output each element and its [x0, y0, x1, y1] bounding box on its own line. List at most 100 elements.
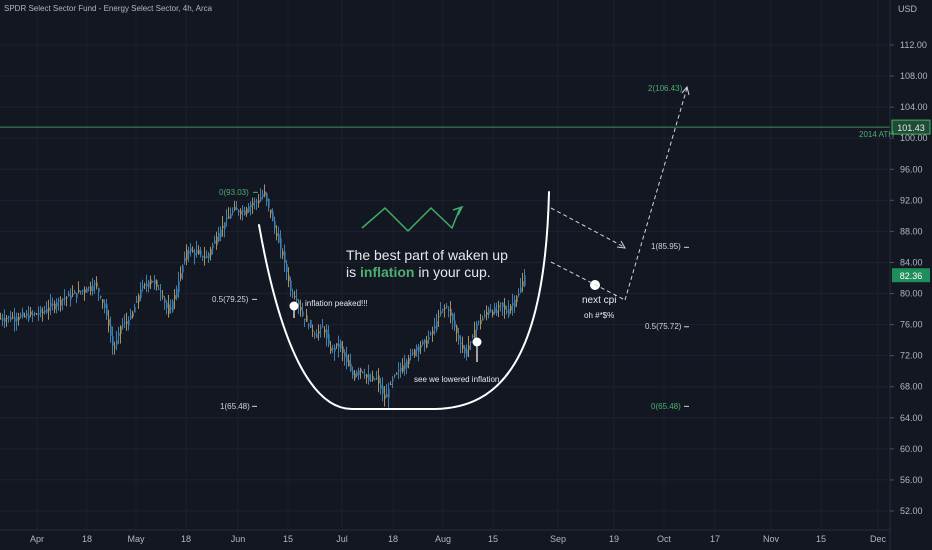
price-bar	[310, 319, 312, 328]
price-bar	[60, 296, 62, 312]
price-bar	[344, 349, 346, 366]
price-bar	[26, 309, 28, 320]
price-bar	[464, 344, 466, 358]
headline-line-1: The best part of waken up	[346, 247, 508, 263]
price-bar	[258, 194, 260, 208]
projection-arrowhead-rally	[681, 85, 690, 96]
price-bar	[166, 300, 168, 315]
price-bar	[82, 289, 84, 295]
price-bar	[348, 354, 350, 367]
price-bar	[76, 292, 78, 304]
price-bar	[412, 349, 414, 356]
price-bar	[106, 298, 108, 320]
price-bar	[294, 290, 296, 300]
price-bar	[44, 305, 46, 315]
price-bar	[472, 333, 474, 339]
price-bars	[0, 184, 526, 408]
y-tick-label: 100.00	[900, 133, 928, 143]
price-bar	[356, 370, 358, 378]
price-axis[interactable]: 52.00 56.00 60.00 64.00 68.00 72.00 76.00 80.00…	[890, 40, 931, 516]
price-bar	[332, 344, 334, 354]
price-bar	[120, 325, 122, 344]
y-tick-label: 108.00	[900, 71, 928, 81]
price-bar	[198, 245, 200, 255]
price-bar	[226, 209, 228, 227]
price-bar	[512, 293, 514, 316]
price-bar	[62, 297, 64, 311]
price-bar	[416, 344, 418, 357]
price-bar	[396, 372, 398, 375]
price-bar	[6, 315, 8, 327]
price-bar	[308, 322, 310, 330]
headline-post: in your cup.	[414, 264, 491, 280]
price-bar	[168, 294, 170, 318]
price-bar	[470, 341, 472, 351]
price-bar	[228, 207, 230, 219]
y-tick-label: 112.00	[900, 40, 927, 50]
price-bar	[462, 336, 464, 353]
price-bar	[236, 200, 238, 211]
price-bar	[4, 309, 6, 329]
price-bar	[350, 353, 352, 372]
price-bar	[468, 336, 470, 358]
price-bar	[314, 331, 316, 340]
price-bar	[250, 201, 252, 216]
price-bar	[428, 330, 430, 344]
headline-emphasis: inflation	[360, 264, 415, 280]
price-bar	[508, 300, 510, 319]
x-tick-label: 19	[609, 534, 619, 544]
price-bar	[74, 289, 76, 295]
price-bar	[382, 377, 384, 402]
price-bar	[324, 326, 326, 338]
price-bar	[32, 309, 34, 323]
price-bar	[18, 312, 20, 326]
price-bar	[492, 309, 494, 318]
price-bar	[504, 298, 506, 319]
price-bar	[24, 312, 26, 318]
price-bar	[496, 302, 498, 316]
price-bar	[230, 207, 232, 219]
price-bar	[490, 304, 492, 313]
price-bar	[276, 225, 278, 241]
y-tick-label: 104.00	[900, 102, 928, 112]
price-bar	[366, 373, 368, 384]
y-tick-label: 68.00	[900, 382, 923, 392]
price-bar	[140, 282, 142, 301]
price-bar	[298, 298, 300, 315]
fib-right-1: 1(85.95)	[651, 242, 681, 251]
marker-lowered	[472, 337, 482, 347]
price-bar	[524, 269, 526, 288]
price-bar	[110, 316, 112, 343]
price-bar	[484, 310, 486, 319]
drawings	[0, 85, 890, 410]
price-bar	[40, 305, 42, 318]
price-bar	[372, 370, 374, 382]
price-bar	[108, 310, 110, 333]
price-bar	[176, 285, 178, 301]
price-bar	[146, 274, 148, 293]
price-bar	[38, 306, 40, 322]
y-tick-label: 64.00	[900, 413, 923, 423]
x-tick-label: Jul	[336, 534, 348, 544]
time-axis[interactable]: Apr 18 May 18 Jun 15 Jul 18 Aug 15 Sep 19 Oct 17 Nov 15…	[30, 534, 887, 544]
price-bar	[84, 286, 86, 301]
price-bar	[152, 280, 154, 283]
price-bar	[404, 354, 406, 376]
ath-price-label: 101.43	[897, 123, 925, 133]
price-bar	[516, 295, 518, 307]
price-bar	[224, 222, 226, 238]
price-bar	[388, 382, 390, 408]
x-tick-label: 18	[181, 534, 191, 544]
price-bar	[520, 277, 522, 294]
x-tick-label: Sep	[550, 534, 566, 544]
price-bar	[360, 367, 362, 379]
price-bar	[68, 290, 70, 297]
price-bar	[304, 318, 306, 328]
y-tick-label: 88.00	[900, 226, 923, 236]
price-bar	[116, 331, 118, 351]
price-bar	[34, 311, 36, 317]
price-bar	[154, 275, 156, 290]
headline-pre: is	[346, 264, 360, 280]
x-tick-label: Apr	[30, 534, 44, 544]
